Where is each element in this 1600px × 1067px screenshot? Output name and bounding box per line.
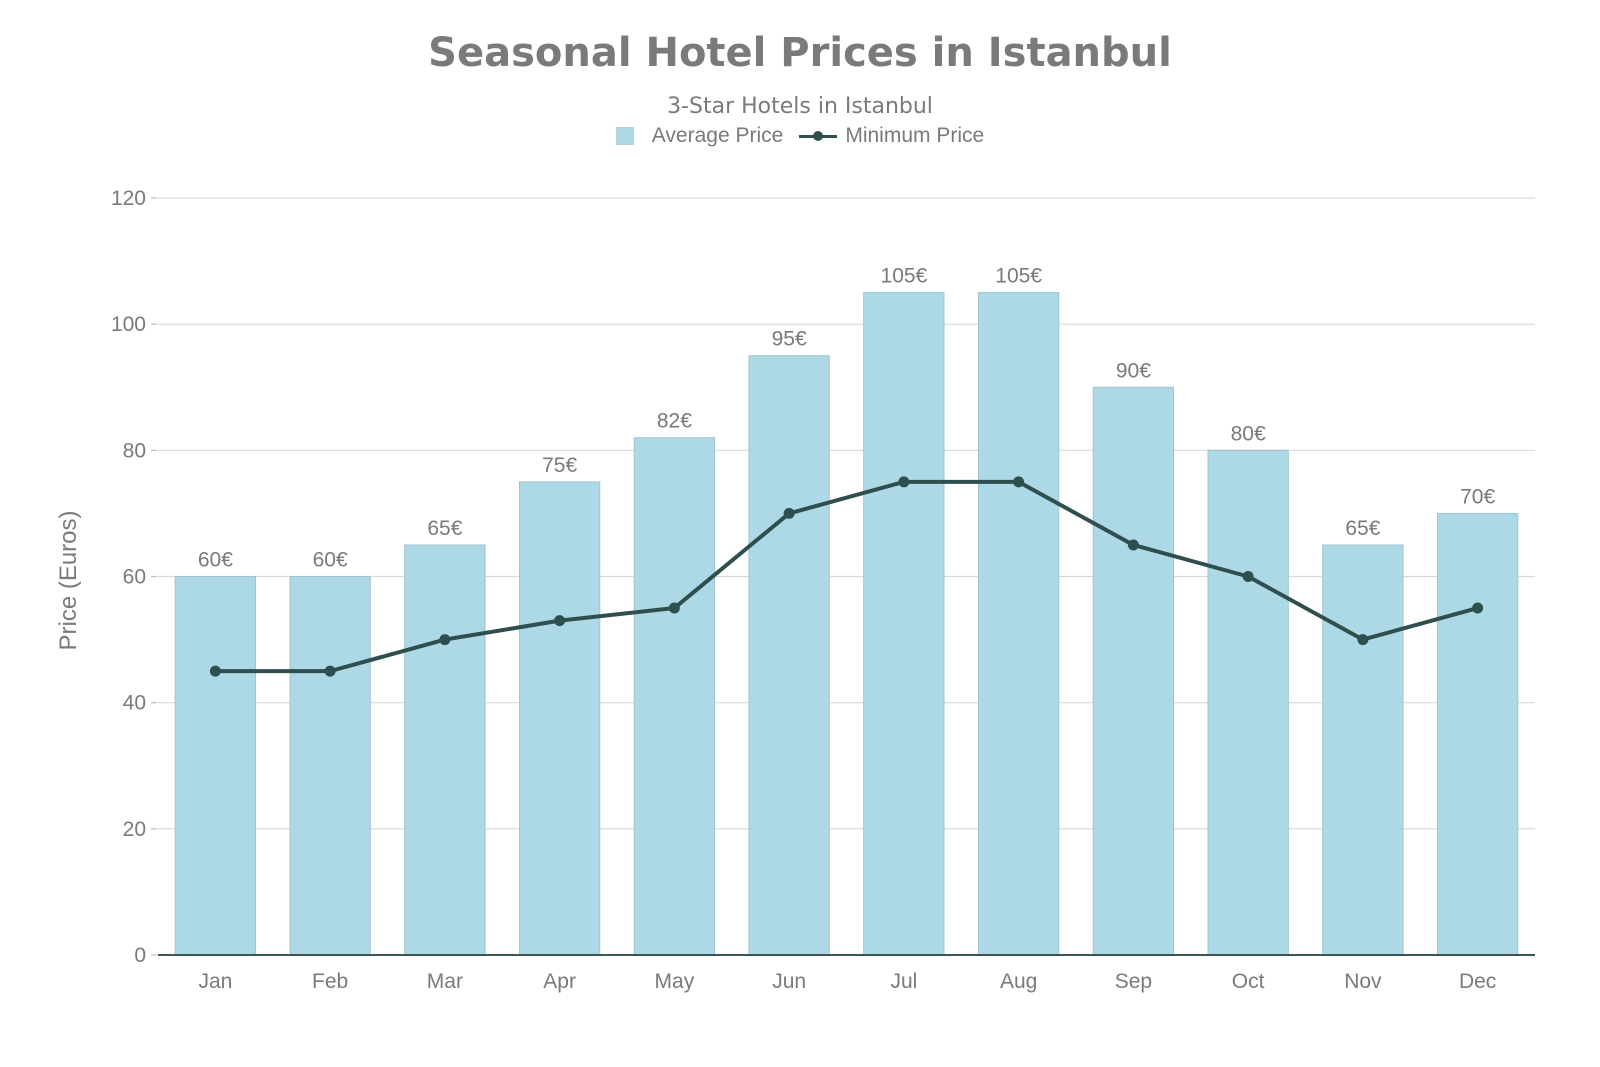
bar-data-label: 60€	[313, 549, 348, 572]
x-tick-label: Jan	[198, 970, 232, 993]
x-tick-label: Dec	[1459, 970, 1496, 993]
line-point-minimum-price	[1127, 539, 1139, 551]
legend: Average Price Minimum Price	[0, 124, 1600, 148]
line-point-minimum-price	[1013, 476, 1025, 488]
bar-average-price	[1092, 386, 1175, 956]
bar-average-price	[863, 292, 945, 956]
bar-data-label: 105€	[995, 265, 1042, 288]
bar-data-label: 80€	[1231, 422, 1266, 445]
line-minimum-price	[215, 479, 1479, 674]
bar-data-label: 70€	[1460, 485, 1495, 508]
line-point-minimum-price	[554, 615, 566, 627]
line-point-minimum-price	[209, 665, 221, 677]
y-tick-label: 80	[123, 439, 146, 462]
y-tick-label: 120	[111, 187, 146, 210]
bar-average-price	[289, 576, 371, 956]
x-tick-label: Jun	[772, 970, 806, 993]
x-tick-label: Aug	[1000, 970, 1037, 993]
y-tick-label: 0	[134, 944, 146, 967]
bar-average-price	[633, 437, 716, 956]
x-tick-label: May	[655, 970, 695, 993]
x-tick-label: Jul	[890, 970, 917, 993]
bar-average-price	[518, 481, 601, 956]
legend-label-average-price: Average Price	[651, 124, 784, 147]
y-axis-title: Price (Euros)	[55, 510, 82, 650]
chart-subtitle: 3-Star Hotels in Istanbul	[667, 94, 933, 119]
bar-average-price	[174, 576, 257, 956]
line-point-minimum-price	[783, 507, 795, 519]
x-tick-label: Apr	[543, 970, 576, 993]
bar-average-price	[1207, 449, 1289, 956]
line-point-minimum-price	[439, 634, 451, 646]
y-tick-label: 20	[123, 818, 146, 841]
bar-average-price	[1322, 544, 1404, 956]
bar-data-label: 90€	[1116, 359, 1151, 382]
line-point-minimum-price	[324, 665, 336, 677]
line-point-minimum-price	[898, 476, 910, 488]
bar-swatch-icon	[615, 127, 634, 145]
chart-title: Seasonal Hotel Prices in Istanbul	[428, 30, 1172, 76]
x-tick-label: Sep	[1115, 970, 1152, 993]
line-point-minimum-price	[1357, 634, 1369, 646]
bar-average-price	[404, 544, 486, 956]
bar-data-label: 82€	[657, 410, 692, 433]
line-point-minimum-price	[1242, 571, 1254, 582]
bar-average-price	[977, 292, 1060, 956]
legend-label-minimum-price: Minimum Price	[845, 124, 985, 147]
bar-data-label: 65€	[1345, 517, 1380, 540]
legend-item-minimum-price[interactable]: Minimum Price	[799, 124, 984, 148]
y-tick-label: 60	[123, 566, 146, 589]
legend-item-average-price[interactable]: Average Price	[615, 124, 784, 148]
bar-data-label: 60€	[198, 549, 233, 572]
bar-data-label: 65€	[427, 517, 462, 540]
line-point-minimum-price	[1472, 602, 1484, 614]
bar-data-label: 105€	[881, 265, 928, 288]
x-tick-label: Mar	[427, 970, 463, 993]
line-point-minimum-price	[668, 602, 680, 614]
x-tick-label: Oct	[1232, 970, 1265, 993]
bar-data-label: 95€	[772, 328, 807, 351]
x-tick-label: Feb	[312, 970, 348, 993]
y-tick-label: 40	[123, 692, 146, 715]
line-swatch-icon	[799, 126, 838, 146]
x-tick-label: Nov	[1344, 970, 1382, 993]
bar-data-label: 75€	[542, 454, 577, 477]
y-tick-label: 100	[111, 313, 146, 336]
bar-average-price	[1436, 512, 1519, 956]
bar-average-price	[748, 355, 830, 956]
